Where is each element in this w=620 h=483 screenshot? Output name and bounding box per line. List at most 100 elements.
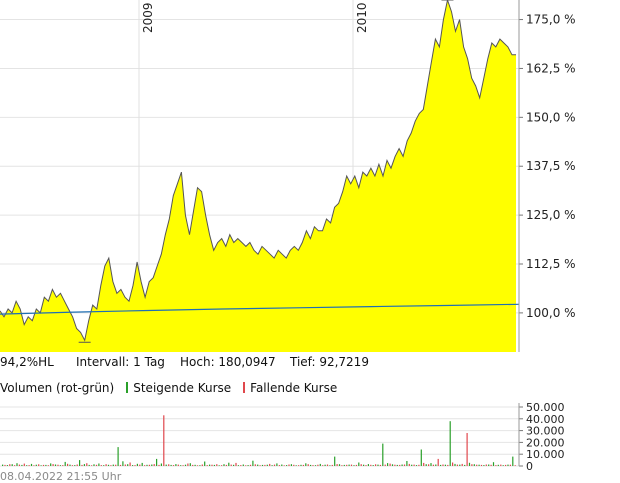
volume-legend: Volumen (rot-grün) Steigende Kurse Fallend…: [0, 381, 337, 395]
volume-bar: [64, 461, 66, 466]
volume-bar: [69, 464, 71, 466]
volume-bar: [454, 463, 456, 466]
volume-bar: [326, 464, 329, 466]
volume-bar: [396, 464, 398, 466]
volume-bar: [440, 464, 442, 466]
volume-bar: [107, 464, 110, 466]
volume-bar: [62, 465, 64, 466]
volume-tick-label: 50.000: [526, 401, 565, 414]
volume-bar: [302, 464, 304, 466]
volume-bar: [86, 463, 88, 466]
volume-bar: [50, 463, 52, 466]
volume-bar: [432, 464, 434, 466]
volume-tick-label: 30.000: [526, 425, 565, 438]
volume-bar: [45, 464, 47, 466]
volume-bar: [9, 464, 11, 466]
volume-bar: [488, 464, 490, 466]
volume-bar: [134, 465, 136, 466]
volume-bar: [295, 465, 297, 466]
volume-bar: [502, 465, 504, 466]
volume-bar: [300, 464, 302, 466]
volume-bar: [247, 465, 249, 466]
price-tick-label: 137,5 %: [526, 159, 576, 173]
volume-bar: [365, 465, 367, 466]
volume-bar: [259, 465, 261, 466]
volume-bar: [435, 464, 437, 466]
volume-bar: [377, 464, 379, 466]
volume-bar: [283, 465, 285, 466]
volume-bar: [324, 464, 326, 466]
volume-bar: [141, 462, 143, 466]
volume-bar: [461, 463, 463, 466]
volume-bar: [466, 433, 468, 466]
volume-bar: [237, 465, 239, 466]
volume-bar: [447, 464, 449, 466]
volume-bar: [175, 464, 177, 466]
volume-bar: [16, 463, 18, 466]
volume-bar: [240, 465, 242, 466]
volume-bar: [194, 464, 196, 466]
volume-bar: [370, 464, 372, 466]
volume-bar: [500, 464, 502, 466]
volume-bar: [57, 464, 59, 466]
volume-bar: [14, 465, 16, 466]
price-tick-label: 112,5 %: [526, 257, 576, 271]
low-value: Tief: 92,7219: [290, 355, 369, 369]
volume-bar: [233, 464, 235, 466]
volume-bar: [11, 464, 13, 466]
volume-bar: [33, 465, 35, 466]
volume-bar: [105, 464, 107, 466]
volume-bar: [471, 464, 473, 466]
percent-hl: 94,2%HL: [0, 355, 54, 369]
volume-bar: [507, 464, 509, 466]
volume-bar: [322, 465, 324, 466]
volume-bar: [334, 456, 336, 466]
volume-bar: [184, 464, 187, 466]
timestamp: 08.04.2022 21:55 Uhr: [0, 470, 122, 483]
volume-bar: [144, 465, 146, 466]
volume-bar: [420, 449, 422, 466]
volume-bar: [23, 463, 25, 466]
volume-bar: [245, 465, 247, 466]
volume-bar: [4, 464, 6, 466]
volume-bar: [459, 464, 461, 466]
volume-bar: [452, 462, 454, 466]
volume-bar: [483, 465, 485, 466]
volume-bar: [2, 464, 4, 466]
benchmark-line: [0, 303, 520, 315]
volume-bar: [278, 465, 280, 466]
volume-bar: [312, 465, 314, 466]
volume-bar: [40, 465, 42, 466]
volume-bar: [269, 463, 271, 466]
volume-bar: [367, 464, 369, 466]
volume-bar: [372, 465, 374, 466]
volume-bars: [2, 415, 516, 466]
high-value: Hoch: 180,0947: [180, 355, 276, 369]
volume-tick-label: 10.000: [526, 448, 565, 461]
volume-bar: [216, 464, 218, 466]
volume-bar: [201, 464, 203, 466]
price-tick-label: 175,0 %: [526, 13, 576, 27]
volume-bar: [187, 463, 189, 466]
volume-bar: [264, 464, 266, 466]
volume-bar: [93, 464, 95, 466]
volume-bar: [281, 464, 283, 466]
volume-bar: [83, 464, 85, 466]
up-swatch: [126, 382, 129, 393]
volume-bar: [298, 465, 300, 466]
volume-bar: [52, 464, 54, 466]
price-y-axis: 175,0 % 162,5 % 150,0 % 137,5 % 125,0 % 112,5…: [518, 0, 576, 352]
volume-bar: [290, 464, 292, 466]
volume-bar: [271, 465, 273, 466]
volume-bar: [310, 464, 312, 466]
volume-bar: [266, 464, 268, 466]
volume-bar: [413, 464, 415, 466]
volume-bar: [38, 464, 40, 466]
volume-bar: [30, 463, 33, 466]
volume-bar: [129, 462, 131, 466]
volume-bar: [387, 463, 389, 466]
volume-bar: [71, 465, 73, 466]
volume-bar: [411, 464, 413, 466]
volume-bar: [408, 463, 410, 466]
